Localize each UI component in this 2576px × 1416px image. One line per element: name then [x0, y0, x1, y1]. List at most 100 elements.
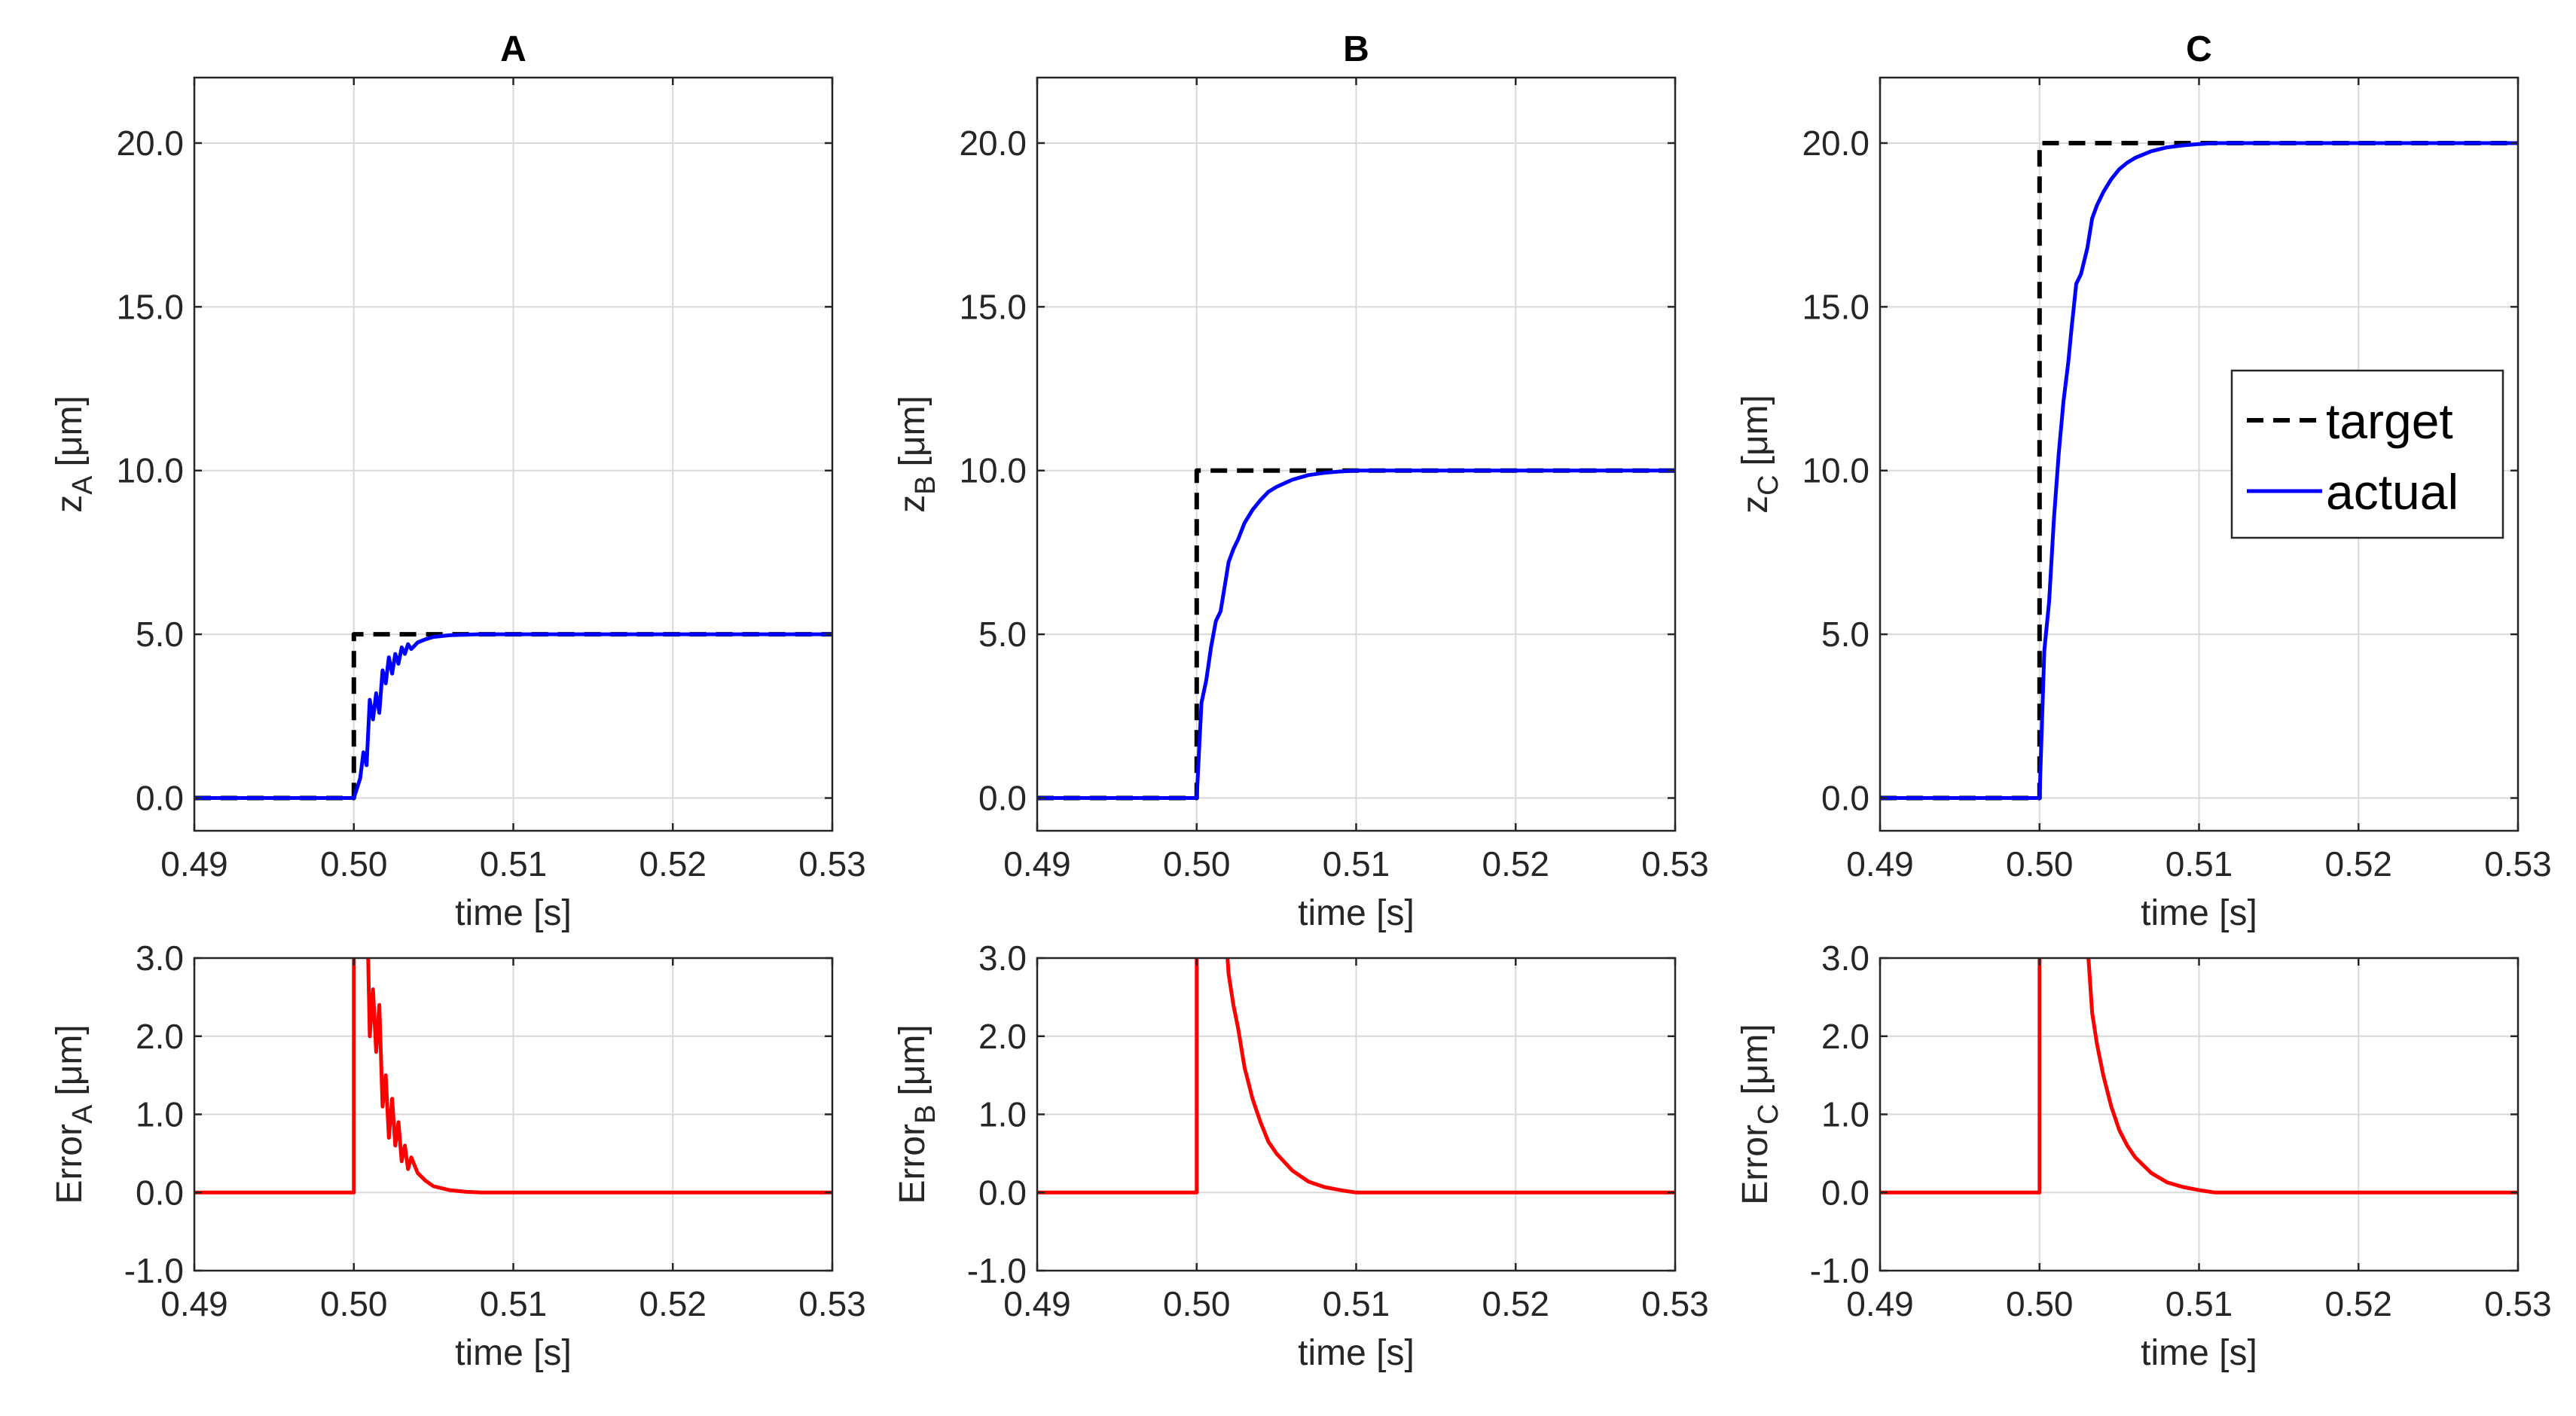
y-tick-label: 0.0: [1821, 1173, 1869, 1212]
x-tick-label: 0.50: [2006, 1284, 2074, 1323]
x-tick-label: 0.51: [480, 1284, 548, 1323]
y-tick-label: 0.0: [136, 779, 184, 818]
y-axis-label: ErrorA [μm]: [50, 1024, 99, 1204]
series-line-actual: [194, 632, 832, 800]
y-axis-label-unit: [μm]: [893, 1024, 932, 1095]
x-tick-label: 0.53: [798, 1284, 866, 1323]
y-axis-label-unit: [μm]: [50, 395, 90, 466]
x-tick-label: 0.52: [639, 844, 707, 883]
y-axis-label: ErrorC [μm]: [1735, 1024, 1784, 1204]
x-axis-label: time [s]: [1298, 893, 1415, 933]
x-tick-label: 0.50: [1163, 844, 1231, 883]
legend: target actual: [2230, 369, 2504, 539]
x-tick-label: 0.53: [2484, 844, 2552, 883]
legend-label-actual: actual: [2326, 464, 2458, 520]
x-tick-label: 0.50: [320, 844, 388, 883]
x-tick-label: 0.49: [1846, 1284, 1914, 1323]
y-axis-label-unit: [μm]: [893, 395, 932, 466]
panel-b: 0.49 0.50 0.51 0.52 0.53 0.0 5.0 10.0 15.0 20.0 ti…: [893, 29, 1709, 933]
y-tick-label: 3.0: [978, 938, 1027, 978]
y-axis-label-main: z: [893, 495, 932, 513]
y-axis-label-main: z: [50, 495, 90, 513]
x-tick-label: 0.53: [1641, 844, 1709, 883]
x-tick-label: 0.52: [1482, 1284, 1549, 1323]
y-tick-label: 20.0: [116, 124, 184, 163]
panel-title: B: [1343, 29, 1369, 69]
x-tick-label: 0.50: [2006, 844, 2074, 883]
y-tick-label: 10.0: [116, 451, 184, 490]
x-tick-label: 0.49: [160, 1284, 228, 1323]
y-tick-label: -1.0: [1810, 1251, 1869, 1290]
x-axis-label: time [s]: [455, 893, 572, 933]
y-tick-label: 3.0: [136, 938, 184, 978]
x-tick-label: 0.49: [160, 844, 228, 883]
y-tick-label: 20.0: [1802, 124, 1869, 163]
y-axis-label-subscript: B: [910, 1105, 942, 1124]
y-axis-label-subscript: C: [1753, 1104, 1784, 1125]
y-axis-label: ErrorB [μm]: [893, 1024, 942, 1204]
x-tick-label: 0.50: [1163, 1284, 1231, 1323]
x-tick-label: 0.51: [2165, 844, 2233, 883]
y-axis-label: zC [μm]: [1735, 395, 1784, 514]
y-axis-label-subscript: C: [1753, 475, 1784, 495]
x-tick-label: 0.49: [1846, 844, 1914, 883]
x-tick-label: 0.53: [798, 844, 866, 883]
panel-title: A: [500, 29, 526, 69]
panel-title: C: [2186, 29, 2212, 69]
x-tick-label: 0.49: [1003, 1284, 1071, 1323]
y-tick-label: 15.0: [116, 287, 184, 326]
series-line-error: [194, 958, 832, 1195]
panel-c: 0.49 0.50 0.51 0.52 0.53 0.0 5.0 10.0 15.0 20.0 ti…: [1735, 29, 2552, 933]
y-axis-label-main: z: [1735, 496, 1775, 514]
panel-a-error: 0.49 0.50 0.51 0.52 0.53 -1.0 0.0 1.0 2.0 3.0 time…: [50, 938, 866, 1373]
x-axis-label: time [s]: [2141, 893, 2257, 933]
series-line-actual: [1037, 468, 1675, 800]
y-tick-label: 0.0: [136, 1173, 184, 1212]
y-axis-label-subscript: B: [910, 475, 942, 494]
x-tick-label: 0.53: [2484, 1284, 2552, 1323]
x-tick-label: 0.51: [480, 844, 548, 883]
y-tick-label: 5.0: [136, 615, 184, 654]
y-axis-label-main: Error: [1735, 1125, 1775, 1205]
y-tick-label: 5.0: [978, 615, 1027, 654]
series-line-error: [1880, 958, 2518, 1195]
y-axis-label-main: Error: [893, 1124, 932, 1204]
legend-label-target: target: [2326, 393, 2453, 449]
y-tick-label: 0.0: [1821, 779, 1869, 818]
legend-box: [2230, 369, 2504, 539]
x-tick-label: 0.50: [320, 1284, 388, 1323]
y-axis-label-unit: [μm]: [1735, 1024, 1775, 1094]
y-axis-label: zB [μm]: [893, 395, 942, 513]
panel-c-error: 0.49 0.50 0.51 0.52 0.53 -1.0 0.0 1.0 2.0 3.0 time…: [1735, 938, 2552, 1373]
x-tick-label: 0.49: [1003, 844, 1071, 883]
y-tick-label: -1.0: [124, 1251, 184, 1290]
y-tick-label: 1.0: [136, 1095, 184, 1134]
y-tick-label: 2.0: [136, 1017, 184, 1056]
y-tick-label: 1.0: [1821, 1095, 1869, 1134]
y-axis-label-unit: [μm]: [1735, 395, 1775, 465]
x-axis-label: time [s]: [455, 1333, 572, 1373]
x-tick-label: 0.51: [1323, 844, 1390, 883]
y-tick-label: 1.0: [978, 1095, 1027, 1134]
y-axis-label-subscript: A: [67, 1104, 99, 1124]
y-axis-label-unit: [μm]: [50, 1024, 90, 1095]
panel-a: 0.49 0.50 0.51 0.52 0.53 0.0 5.0 10.0 15.0 20.0 ti…: [50, 29, 866, 933]
y-tick-label: -1.0: [967, 1251, 1027, 1290]
y-tick-label: 15.0: [1802, 287, 1869, 326]
x-tick-label: 0.51: [1323, 1284, 1390, 1323]
x-tick-label: 0.51: [2165, 1284, 2233, 1323]
x-tick-label: 0.53: [1641, 1284, 1709, 1323]
y-tick-label: 20.0: [959, 124, 1027, 163]
series-line-actual: [1880, 141, 2518, 800]
y-axis-label-subscript: A: [67, 475, 99, 495]
y-tick-label: 3.0: [1821, 938, 1869, 978]
x-axis-label: time [s]: [2141, 1333, 2257, 1373]
y-tick-label: 0.0: [978, 779, 1027, 818]
x-tick-label: 0.52: [1482, 844, 1549, 883]
series-line-error: [1037, 958, 1675, 1195]
y-tick-label: 2.0: [978, 1017, 1027, 1056]
x-axis-label: time [s]: [1298, 1333, 1415, 1373]
x-tick-label: 0.52: [639, 1284, 707, 1323]
y-axis-label-main: Error: [50, 1124, 90, 1204]
